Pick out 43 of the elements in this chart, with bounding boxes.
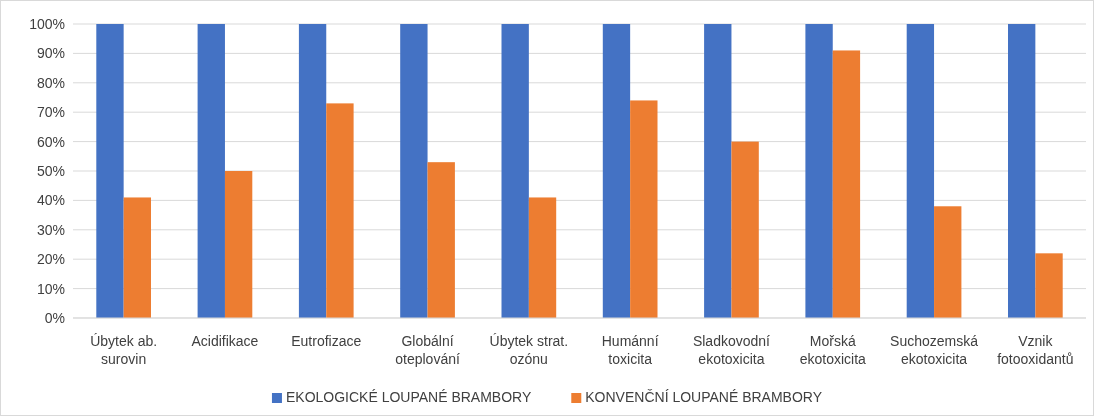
legend-label: EKOLOGICKÉ LOUPANÉ BRAMBORY bbox=[285, 389, 532, 405]
bar bbox=[1035, 253, 1063, 318]
y-tick-label: 10% bbox=[36, 280, 65, 297]
legend-label: KONVENČNÍ LOUPANÉ BRAMBORY bbox=[585, 389, 823, 405]
x-tick-label: Sladkovodní ekotoxicita bbox=[692, 333, 771, 367]
bar bbox=[400, 24, 428, 318]
bar bbox=[731, 141, 759, 318]
bar bbox=[934, 206, 962, 318]
x-tick-label: Eutrofizace bbox=[291, 333, 362, 349]
x-tick-label: Vznik fotooxidantů bbox=[997, 333, 1074, 367]
bar bbox=[832, 50, 861, 318]
y-tick-label: 40% bbox=[36, 192, 65, 209]
y-tick-label: 80% bbox=[36, 74, 65, 91]
x-tick-label: Humánní toxicita bbox=[601, 333, 659, 367]
bar bbox=[704, 24, 732, 318]
y-tick-label: 100% bbox=[29, 15, 65, 32]
x-tick-label: Úbytek ab. surovin bbox=[90, 333, 158, 367]
y-tick-label: 60% bbox=[36, 133, 65, 150]
bar bbox=[427, 162, 455, 318]
x-tick-label: Suchozemská ekotoxicita bbox=[890, 333, 979, 367]
bar bbox=[224, 171, 253, 318]
bar bbox=[906, 24, 935, 318]
bar bbox=[630, 100, 658, 318]
y-tick-label: 20% bbox=[36, 251, 65, 268]
x-tick-label: Globální oteplování bbox=[395, 333, 460, 367]
bar bbox=[197, 24, 225, 318]
y-tick-label: 0% bbox=[44, 309, 65, 326]
bar bbox=[96, 24, 124, 318]
bar bbox=[1008, 24, 1036, 318]
bar bbox=[501, 24, 529, 318]
x-tick-label: Acidifikace bbox=[191, 333, 259, 349]
bar bbox=[528, 197, 557, 318]
y-tick-label: 50% bbox=[36, 162, 65, 179]
bar bbox=[326, 103, 354, 318]
bar bbox=[805, 24, 833, 318]
x-tick-label: Úbytek strat. ozónu bbox=[489, 333, 569, 367]
bar bbox=[123, 197, 151, 318]
bar bbox=[298, 24, 327, 318]
y-tick-label: 30% bbox=[36, 221, 65, 238]
bar bbox=[602, 24, 631, 318]
y-tick-label: 90% bbox=[36, 45, 65, 62]
x-tick-label: Mořská ekotoxicita bbox=[799, 333, 867, 367]
y-tick-label: 70% bbox=[36, 104, 65, 121]
